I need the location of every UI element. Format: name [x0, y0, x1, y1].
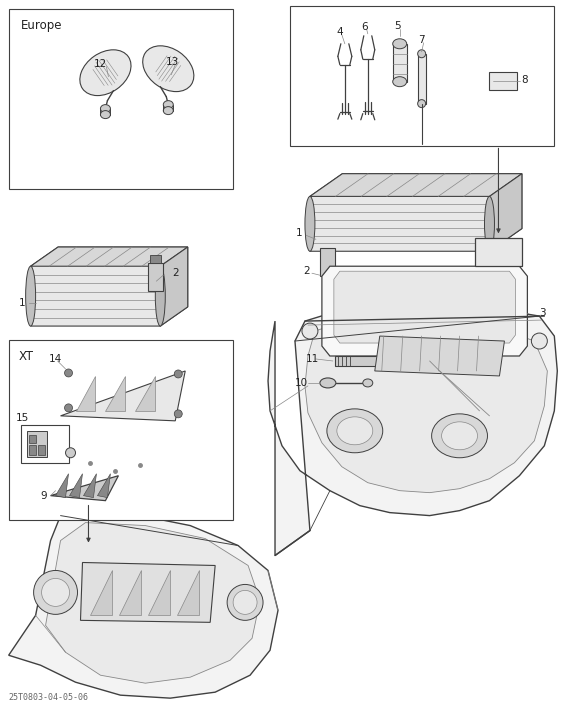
- PathPatch shape: [334, 271, 515, 343]
- Bar: [418, 54, 425, 104]
- Bar: [393, 44, 407, 82]
- PathPatch shape: [61, 371, 185, 421]
- Text: 3: 3: [540, 308, 546, 318]
- Ellipse shape: [363, 379, 373, 387]
- PathPatch shape: [135, 376, 155, 411]
- Text: 11: 11: [306, 354, 319, 364]
- Bar: [8, 9, 233, 189]
- Ellipse shape: [26, 266, 35, 326]
- Text: 2: 2: [173, 268, 179, 278]
- Ellipse shape: [65, 404, 72, 412]
- PathPatch shape: [46, 523, 260, 683]
- Bar: [290, 6, 554, 146]
- Bar: [29, 435, 35, 443]
- Text: Europe: Europe: [21, 18, 62, 32]
- Ellipse shape: [164, 101, 173, 109]
- Bar: [474, 238, 523, 266]
- Ellipse shape: [101, 111, 110, 119]
- Text: 14: 14: [48, 354, 62, 364]
- Ellipse shape: [66, 448, 75, 458]
- Ellipse shape: [337, 417, 373, 445]
- Ellipse shape: [34, 570, 78, 614]
- Ellipse shape: [484, 196, 495, 251]
- Ellipse shape: [305, 196, 315, 251]
- Text: 9: 9: [40, 491, 47, 501]
- PathPatch shape: [375, 336, 505, 376]
- Ellipse shape: [442, 422, 478, 450]
- Ellipse shape: [164, 107, 173, 114]
- Text: 8: 8: [521, 75, 528, 85]
- Ellipse shape: [432, 414, 487, 458]
- PathPatch shape: [97, 474, 110, 498]
- Ellipse shape: [233, 590, 257, 614]
- Bar: [335, 356, 380, 366]
- Ellipse shape: [101, 105, 110, 112]
- PathPatch shape: [148, 570, 170, 615]
- PathPatch shape: [80, 562, 215, 622]
- PathPatch shape: [160, 247, 188, 326]
- Text: 2: 2: [303, 266, 310, 276]
- Ellipse shape: [393, 77, 407, 87]
- PathPatch shape: [119, 570, 142, 615]
- PathPatch shape: [30, 247, 188, 326]
- Bar: [320, 248, 335, 276]
- Ellipse shape: [418, 100, 425, 107]
- Ellipse shape: [174, 370, 182, 378]
- Text: XT: XT: [19, 350, 34, 363]
- Bar: [29, 445, 35, 455]
- Bar: [38, 445, 44, 455]
- Ellipse shape: [327, 409, 383, 453]
- PathPatch shape: [84, 474, 97, 498]
- PathPatch shape: [490, 173, 522, 251]
- PathPatch shape: [268, 296, 558, 555]
- Text: 4: 4: [337, 27, 343, 37]
- PathPatch shape: [90, 570, 112, 615]
- PathPatch shape: [56, 474, 69, 498]
- Text: 15: 15: [16, 413, 29, 423]
- Ellipse shape: [42, 579, 70, 606]
- PathPatch shape: [310, 173, 522, 251]
- Text: 25T0803-04-05-06: 25T0803-04-05-06: [8, 693, 89, 702]
- Ellipse shape: [227, 584, 263, 620]
- Bar: [322, 276, 333, 286]
- Text: 5: 5: [395, 21, 401, 31]
- Ellipse shape: [155, 266, 165, 326]
- Bar: [490, 72, 518, 90]
- PathPatch shape: [51, 476, 119, 501]
- Bar: [8, 340, 233, 520]
- PathPatch shape: [310, 173, 522, 196]
- Ellipse shape: [393, 39, 407, 49]
- PathPatch shape: [177, 570, 199, 615]
- PathPatch shape: [106, 376, 125, 411]
- Bar: [150, 255, 161, 263]
- PathPatch shape: [75, 376, 96, 411]
- Ellipse shape: [418, 50, 425, 58]
- Bar: [26, 431, 47, 456]
- Text: 10: 10: [295, 378, 308, 388]
- Bar: [21, 425, 69, 463]
- Ellipse shape: [80, 50, 131, 95]
- PathPatch shape: [305, 313, 547, 493]
- Ellipse shape: [320, 378, 336, 388]
- Ellipse shape: [65, 369, 72, 377]
- Text: 12: 12: [94, 59, 107, 69]
- PathPatch shape: [70, 474, 83, 498]
- Ellipse shape: [532, 333, 547, 349]
- Bar: [148, 263, 164, 292]
- PathPatch shape: [30, 247, 188, 266]
- Ellipse shape: [302, 323, 318, 339]
- Ellipse shape: [174, 410, 182, 418]
- Ellipse shape: [143, 46, 194, 92]
- PathPatch shape: [8, 510, 278, 698]
- Text: 7: 7: [418, 35, 425, 45]
- Text: 6: 6: [361, 22, 368, 32]
- PathPatch shape: [322, 266, 527, 356]
- Text: 1: 1: [19, 298, 25, 308]
- Text: 13: 13: [166, 57, 179, 67]
- Text: 1: 1: [296, 228, 302, 238]
